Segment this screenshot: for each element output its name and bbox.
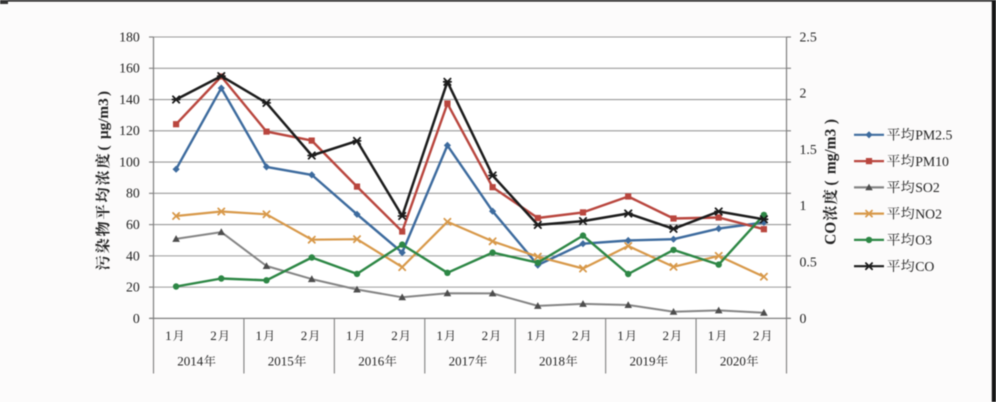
svg-text:180: 180 bbox=[119, 29, 140, 44]
svg-text:2015: 2015 bbox=[268, 354, 294, 369]
svg-text:1: 1 bbox=[346, 328, 353, 343]
svg-text:2.5: 2.5 bbox=[800, 29, 817, 44]
svg-text:(: ( bbox=[823, 180, 840, 185]
svg-text:2: 2 bbox=[301, 328, 308, 343]
svg-text:1: 1 bbox=[527, 328, 534, 343]
svg-text:2: 2 bbox=[572, 328, 579, 343]
svg-text:2019: 2019 bbox=[630, 354, 656, 369]
svg-text:2014: 2014 bbox=[177, 354, 204, 369]
svg-text:60: 60 bbox=[126, 217, 140, 232]
svg-text:1: 1 bbox=[708, 328, 715, 343]
svg-text:NO2: NO2 bbox=[915, 206, 942, 221]
svg-text:PM2.5: PM2.5 bbox=[915, 128, 952, 143]
svg-text:1: 1 bbox=[256, 328, 263, 343]
svg-text:40: 40 bbox=[126, 248, 140, 263]
svg-text:2017: 2017 bbox=[449, 354, 476, 369]
svg-text:): ) bbox=[823, 119, 840, 124]
svg-text:1: 1 bbox=[800, 198, 807, 213]
svg-text:2: 2 bbox=[753, 328, 760, 343]
svg-text:160: 160 bbox=[119, 61, 140, 76]
svg-text:120: 120 bbox=[119, 123, 140, 138]
svg-text:20: 20 bbox=[126, 280, 140, 295]
svg-text:0: 0 bbox=[800, 311, 807, 326]
svg-text:(: ( bbox=[95, 145, 112, 150]
svg-text:2: 2 bbox=[210, 328, 217, 343]
svg-text:2: 2 bbox=[663, 328, 670, 343]
svg-text:SO2: SO2 bbox=[915, 180, 940, 195]
svg-text:2: 2 bbox=[482, 328, 489, 343]
svg-text:mg/m3: mg/m3 bbox=[823, 128, 840, 174]
svg-text:1: 1 bbox=[436, 328, 443, 343]
svg-text:2016: 2016 bbox=[358, 354, 385, 369]
svg-text:0: 0 bbox=[133, 311, 140, 326]
svg-text:μg/m3: μg/m3 bbox=[95, 98, 112, 139]
svg-text:CO: CO bbox=[915, 259, 934, 274]
svg-text:1.5: 1.5 bbox=[800, 142, 817, 157]
svg-text:2: 2 bbox=[391, 328, 398, 343]
svg-text:CO: CO bbox=[823, 222, 840, 245]
svg-text:80: 80 bbox=[126, 186, 140, 201]
svg-text:1: 1 bbox=[617, 328, 624, 343]
svg-text:2018: 2018 bbox=[539, 354, 565, 369]
svg-text:1: 1 bbox=[165, 328, 172, 343]
svg-text:2020: 2020 bbox=[720, 354, 746, 369]
svg-text:PM10: PM10 bbox=[915, 154, 949, 169]
svg-text:2: 2 bbox=[800, 86, 807, 101]
svg-text:140: 140 bbox=[119, 92, 140, 107]
svg-text:O3: O3 bbox=[915, 233, 932, 248]
svg-text:): ) bbox=[95, 91, 112, 96]
svg-text:100: 100 bbox=[119, 155, 140, 170]
svg-text:0.5: 0.5 bbox=[800, 255, 817, 270]
